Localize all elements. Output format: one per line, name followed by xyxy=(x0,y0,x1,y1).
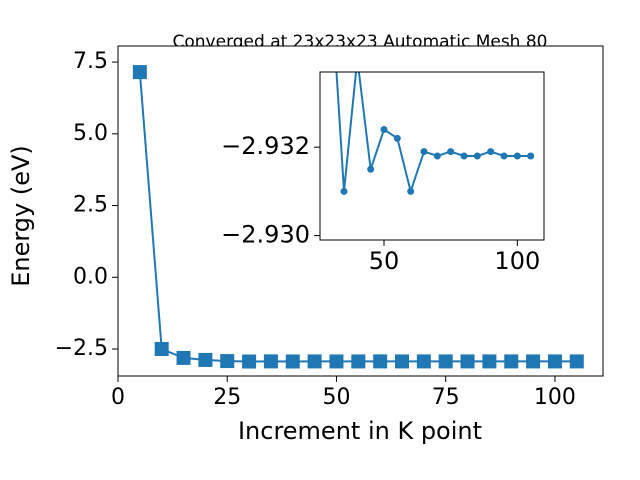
marker xyxy=(416,354,431,369)
marker xyxy=(482,354,497,369)
marker xyxy=(154,342,169,357)
marker xyxy=(220,354,235,369)
marker xyxy=(263,354,278,369)
marker xyxy=(547,354,562,369)
marker xyxy=(285,354,300,369)
marker xyxy=(380,125,388,133)
marker xyxy=(393,134,401,142)
x-tick-label: 50 xyxy=(322,385,350,410)
x-tick-label: 100 xyxy=(494,247,540,275)
x-tick-label: 75 xyxy=(432,385,460,410)
marker xyxy=(569,354,584,369)
series-group xyxy=(132,65,584,369)
y-tick-label: 2.5 xyxy=(73,193,108,218)
marker xyxy=(407,187,415,195)
x-axis-label: Increment in K point xyxy=(238,417,482,445)
marker xyxy=(526,354,541,369)
marker xyxy=(433,152,441,160)
marker xyxy=(438,354,453,369)
marker xyxy=(373,354,388,369)
marker xyxy=(395,354,410,369)
marker xyxy=(198,352,213,367)
marker xyxy=(367,165,375,173)
marker xyxy=(329,354,344,369)
marker xyxy=(460,354,475,369)
x-tick-label: 100 xyxy=(534,385,576,410)
marker xyxy=(307,354,322,369)
marker xyxy=(504,354,519,369)
series-line xyxy=(335,72,531,195)
y-tick-label: −2.5 xyxy=(55,336,108,361)
marker xyxy=(513,152,521,160)
y-tick-label: 7.5 xyxy=(73,49,108,74)
marker xyxy=(500,152,508,160)
axes-frame xyxy=(319,71,545,241)
x-tick-label: 50 xyxy=(369,247,400,275)
y-axis-label: Energy (eV) xyxy=(7,145,35,287)
y-tick-label: 5.0 xyxy=(73,121,108,146)
series-group xyxy=(335,72,535,195)
x-tick-label: 25 xyxy=(213,385,241,410)
y-tick-label: −2.932 xyxy=(221,132,310,160)
y-tick-label: −2.930 xyxy=(221,221,310,249)
marker xyxy=(176,350,191,365)
x-tick-label: 0 xyxy=(111,385,125,410)
marker xyxy=(340,187,348,195)
marker xyxy=(460,152,468,160)
marker xyxy=(447,148,455,156)
marker xyxy=(473,152,481,160)
marker xyxy=(132,65,147,80)
marker xyxy=(242,354,257,369)
marker xyxy=(487,148,495,156)
marker xyxy=(351,354,366,369)
axes-frame xyxy=(117,45,604,377)
y-tick-label: 0.0 xyxy=(73,264,108,289)
marker xyxy=(420,148,428,156)
marker xyxy=(527,152,535,160)
